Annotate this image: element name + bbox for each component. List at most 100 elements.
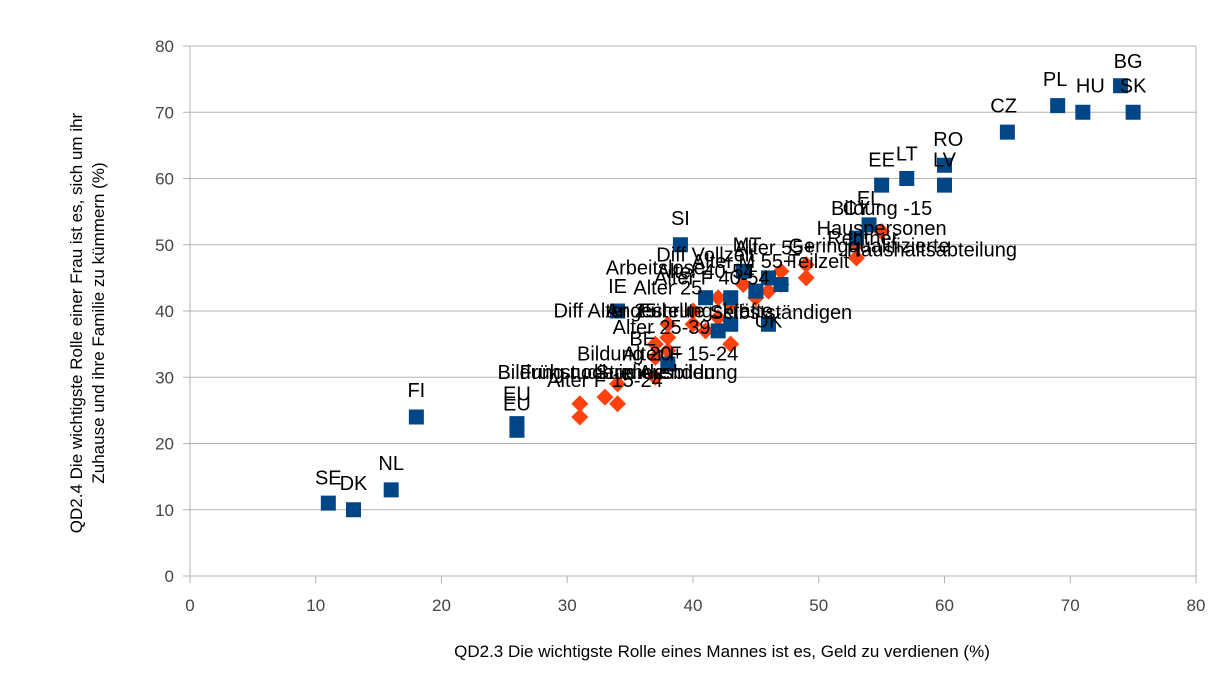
group-diamond-point (797, 269, 815, 287)
country-square-point (773, 277, 789, 292)
data-label: LT (896, 144, 918, 166)
x-tick-label: 80 (1187, 596, 1206, 615)
country-square-point (698, 290, 714, 306)
group-diamond-point (596, 388, 614, 406)
x-tick-label: 30 (558, 596, 577, 615)
data-label: EE (868, 150, 895, 172)
country-square-point (660, 356, 676, 372)
x-tick-label: 50 (809, 596, 828, 615)
group-diamond-point (684, 315, 702, 333)
country-square-point (861, 217, 877, 233)
country-square-point (320, 495, 336, 511)
group-diamond-point (722, 335, 740, 353)
group-diamond-point (709, 289, 727, 307)
y-tick-label: 20 (155, 435, 174, 454)
country-square-point (937, 177, 952, 193)
country-square-point (735, 263, 751, 279)
y-axis-title-line-1: QD2.4 Die wichtigste Rolle einer Frau is… (67, 112, 86, 533)
data-label: Diff Vollzeit (656, 244, 755, 266)
data-label: Alter M 55+ (692, 251, 795, 273)
group-diamond-point (659, 342, 677, 360)
data-label: Frühstudierende (520, 362, 666, 384)
data-label: Geringqualifizierte (788, 236, 949, 258)
y-tick-label: 60 (155, 170, 174, 189)
data-label: Alter F 15-24 (623, 344, 739, 366)
data-label: LV (933, 150, 957, 172)
y-tick-label: 0 (165, 567, 174, 586)
country-square-point (408, 409, 424, 425)
data-label: SI (671, 208, 690, 230)
group-diamond-point (709, 309, 727, 327)
data-label: SK (1120, 75, 1147, 97)
data-label: HU (1076, 75, 1105, 97)
data-label: FI (407, 380, 425, 402)
data-label: EU (503, 383, 531, 405)
country-square-point (610, 303, 626, 319)
data-label: IE (608, 276, 627, 298)
data-label: Bildung 20+ (577, 344, 683, 366)
data-points (320, 78, 1141, 518)
data-label: Arbeitslose (606, 258, 705, 280)
group-diamond-point (847, 249, 865, 267)
group-diamond-point (734, 276, 752, 293)
country-square-point (899, 171, 915, 186)
data-label: Alter 25-39 (613, 317, 711, 339)
group-diamond-point (659, 329, 677, 346)
group-diamond-point (697, 322, 715, 340)
country-square-point (760, 270, 776, 286)
data-label: Führungskräfte (638, 301, 773, 323)
y-tick-label: 80 (155, 37, 174, 56)
data-label: UK (755, 311, 783, 333)
country-square-point (383, 482, 399, 498)
y-tick-label: 70 (155, 103, 174, 122)
data-label: EL (857, 188, 881, 210)
y-tick-label: 50 (155, 236, 174, 255)
axis-ticks: 0 10 20 30 40 50 60 70 80 0 10 20 30 40 50 60 70 80 (155, 37, 1205, 615)
y-axis-title-line-2: Zuhause und ihre Familie zu kümmern (%) (89, 162, 108, 483)
group-diamond-point (609, 395, 627, 413)
country-square-point (723, 290, 739, 306)
data-label: CZ (990, 95, 1017, 117)
group-diamond-point (873, 223, 891, 240)
country-square-point (1113, 78, 1129, 94)
group-diamond-point (646, 368, 664, 386)
data-label: Angestellte (606, 301, 705, 323)
country-square-point (937, 157, 952, 173)
data-label: BG (1114, 51, 1143, 73)
x-tick-label: 10 (306, 596, 325, 615)
data-label: Haushaltsabteilung (847, 240, 1017, 262)
x-tick-label: 70 (1061, 596, 1080, 615)
country-square-point (848, 230, 864, 246)
group-diamond-point (797, 256, 815, 274)
x-tick-label: 40 (684, 596, 703, 615)
data-label: Hauspersonen (817, 218, 947, 240)
data-label: CY (843, 198, 871, 220)
country-square-point (710, 323, 726, 339)
data-label: BE (629, 328, 656, 350)
country-square-point (1125, 104, 1141, 120)
country-square-point (345, 502, 361, 518)
data-label: Studierenden (596, 362, 715, 384)
data-label: EU (503, 393, 531, 415)
data-label: Alter F 15-24 (547, 370, 663, 392)
x-tick-label: 20 (432, 596, 451, 615)
data-label: Teilzeit (788, 251, 850, 273)
y-tick-label: 30 (155, 368, 174, 387)
x-axis-title: QD2.3 Die wichtigste Rolle eines Mannes … (454, 642, 990, 661)
country-square-point (672, 237, 688, 253)
country-square-point (760, 316, 776, 332)
y-tick-label: 40 (155, 302, 174, 321)
country-square-point (748, 283, 764, 299)
data-label: Bildung noch in Ausbildung (497, 362, 737, 384)
data-label: Bildung -15 (831, 198, 932, 220)
group-diamond-point (659, 315, 677, 333)
data-label: DK (340, 473, 368, 495)
country-square-point (1075, 104, 1091, 120)
group-diamond-point (684, 302, 702, 320)
country-square-point (874, 177, 890, 193)
x-tick-label: 60 (935, 596, 954, 615)
group-diamond-point (759, 282, 777, 300)
data-label: Alter F 40-54 (654, 268, 770, 290)
